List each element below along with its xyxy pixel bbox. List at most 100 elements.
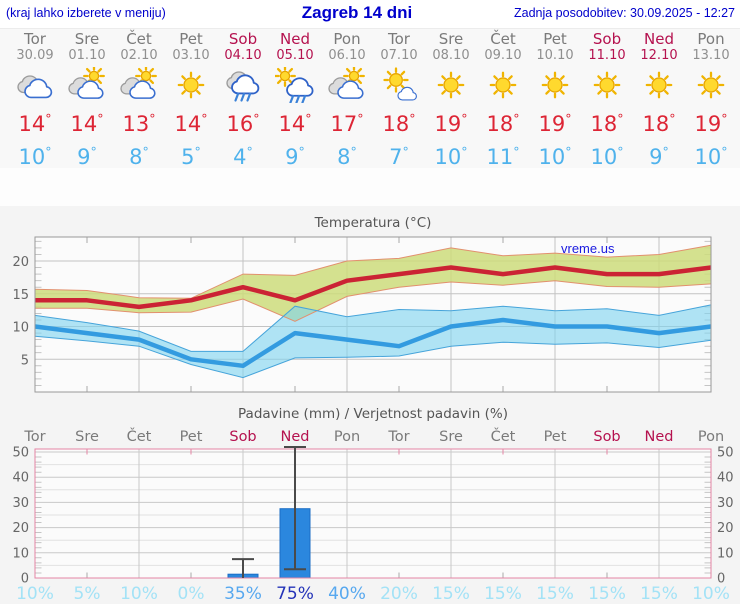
precip-probability: 0%: [178, 584, 205, 600]
day-name: Sre: [438, 30, 464, 48]
day-column: Ned 05.10 14° 9°: [269, 31, 321, 170]
day-name: Čet: [490, 30, 516, 48]
precip-day-label: Sre: [439, 429, 463, 445]
precip-axis-label-left: 40: [12, 471, 29, 486]
precip-probability: 15%: [588, 584, 626, 600]
day-date: 04.10: [224, 48, 262, 63]
precip-axis-label-left: 20: [12, 521, 29, 536]
day-column: Sob 11.10 18° 10°: [581, 31, 633, 170]
temp-axis-label: 15: [12, 288, 29, 303]
day-high-temp: 18°: [486, 111, 520, 136]
day-column: Sob 04.10 16° 4°: [217, 31, 269, 170]
day-date: 05.10: [276, 48, 314, 63]
day-low-temp: 8°: [129, 144, 149, 169]
precip-axis-label-right: 50: [717, 446, 734, 461]
temp-axis-label: 5: [21, 353, 29, 368]
day-high-temp: 14°: [278, 111, 312, 136]
day-column: Pon 06.10 17° 8°: [321, 31, 373, 170]
precip-day-label: Sob: [229, 429, 256, 445]
precip-day-label: Pon: [334, 429, 360, 445]
precip-day-label: Čet: [491, 427, 516, 445]
day-column: Sre 01.10 14° 9°: [61, 31, 113, 170]
rain-icon: [217, 67, 269, 105]
day-column: Pon 13.10 19° 10°: [685, 31, 737, 170]
day-name: Sob: [592, 30, 622, 48]
menu-hint: (kraj lahko izberete v meniju): [6, 6, 166, 20]
day-date: 08.10: [432, 48, 470, 63]
precip-axis-label-left: 50: [12, 446, 29, 461]
precip-whisker: [284, 446, 306, 571]
sun-icon: [529, 67, 581, 105]
precip-chart-title: Padavine (mm) / Verjetnost padavin (%): [238, 406, 508, 422]
gap-band: [0, 168, 740, 206]
precip-axis-label-left: 10: [12, 546, 29, 561]
precip-probability: 10%: [692, 584, 730, 600]
precip-probability: 15%: [432, 584, 470, 600]
day-low-temp: 10°: [590, 144, 624, 169]
sun-icon: [477, 67, 529, 105]
day-low-temp: 11°: [486, 144, 520, 169]
precip-probability: 75%: [276, 584, 314, 600]
day-high-temp: 18°: [642, 111, 676, 136]
day-high-temp: 16°: [226, 111, 260, 136]
precip-day-label: Ned: [645, 429, 674, 445]
day-high-temp: 14°: [174, 111, 208, 136]
day-name: Ned: [280, 30, 310, 48]
day-date: 06.10: [328, 48, 366, 63]
day-low-temp: 4°: [233, 144, 253, 169]
day-name: Pon: [697, 30, 725, 48]
day-column: Ned 12.10 18° 9°: [633, 31, 685, 170]
sun-icon: [425, 67, 477, 105]
cloudy-icon: [9, 67, 61, 105]
sun-rain-icon: [269, 65, 321, 105]
day-name: Ned: [644, 30, 674, 48]
watermark-link[interactable]: vreme.us: [561, 241, 615, 256]
precip-probability: 10%: [120, 584, 158, 600]
day-column: Čet 09.10 18° 11°: [477, 31, 529, 170]
day-date: 12.10: [640, 48, 678, 63]
day-column: Tor 07.10 18° 7°: [373, 31, 425, 170]
day-date: 09.10: [484, 48, 522, 63]
day-name: Pet: [179, 30, 203, 48]
precip-day-label: Tor: [23, 429, 45, 445]
day-column: Čet 02.10 13° 8°: [113, 31, 165, 170]
day-date: 03.10: [172, 48, 210, 63]
day-high-temp: 18°: [590, 111, 624, 136]
precip-day-label: Pet: [544, 429, 567, 445]
precip-day-label: Pet: [180, 429, 203, 445]
day-high-temp: 18°: [382, 111, 416, 136]
precip-axis-label-right: 40: [717, 471, 734, 486]
temp-axis-label: 20: [12, 255, 29, 270]
precip-probability: 15%: [536, 584, 574, 600]
precip-probability: 40%: [328, 584, 366, 600]
page-title: Zagreb 14 dni: [301, 3, 413, 22]
day-column: Sre 08.10 19° 10°: [425, 31, 477, 170]
day-high-temp: 17°: [330, 111, 364, 136]
sun-icon: [581, 67, 633, 105]
day-low-temp: 10°: [538, 144, 572, 169]
sun-cloud-icon: [61, 65, 113, 105]
precipitation-chart: 0 0 10 10 20 20 30 30 40 40 50 50 Padavine (mm) / Ve…: [0, 400, 740, 604]
day-name: Čet: [126, 30, 152, 48]
day-date: 13.10: [692, 48, 730, 63]
day-name: Pon: [333, 30, 361, 48]
last-update: Zadnja posodobitev: 30.09.2025 - 12:27: [513, 6, 735, 20]
day-name: Tor: [24, 30, 46, 48]
precip-axis-label-left: 0: [21, 572, 29, 587]
day-low-temp: 8°: [337, 144, 357, 169]
precip-axis-label-right: 20: [717, 521, 734, 536]
precip-probability: 15%: [640, 584, 678, 600]
day-low-temp: 7°: [389, 144, 409, 169]
day-name: Sre: [74, 30, 100, 48]
precip-axis-label-right: 0: [717, 572, 725, 587]
temp-max-range-band: [35, 245, 711, 322]
temp-chart-title: Temperatura (°C): [314, 215, 432, 231]
precip-probability: 15%: [484, 584, 522, 600]
day-date: 10.10: [536, 48, 574, 63]
forecast-days-row: Tor 30.09 14° 10° Sre 01.10 14° 9° Čet 02.10 13° 8°…: [9, 31, 737, 170]
day-name: Pet: [543, 30, 567, 48]
forecast-strip-background: [0, 28, 740, 168]
precip-day-label: Pon: [698, 429, 724, 445]
precip-day-label: Sob: [593, 429, 620, 445]
precip-axis-label-left: 30: [12, 496, 29, 511]
